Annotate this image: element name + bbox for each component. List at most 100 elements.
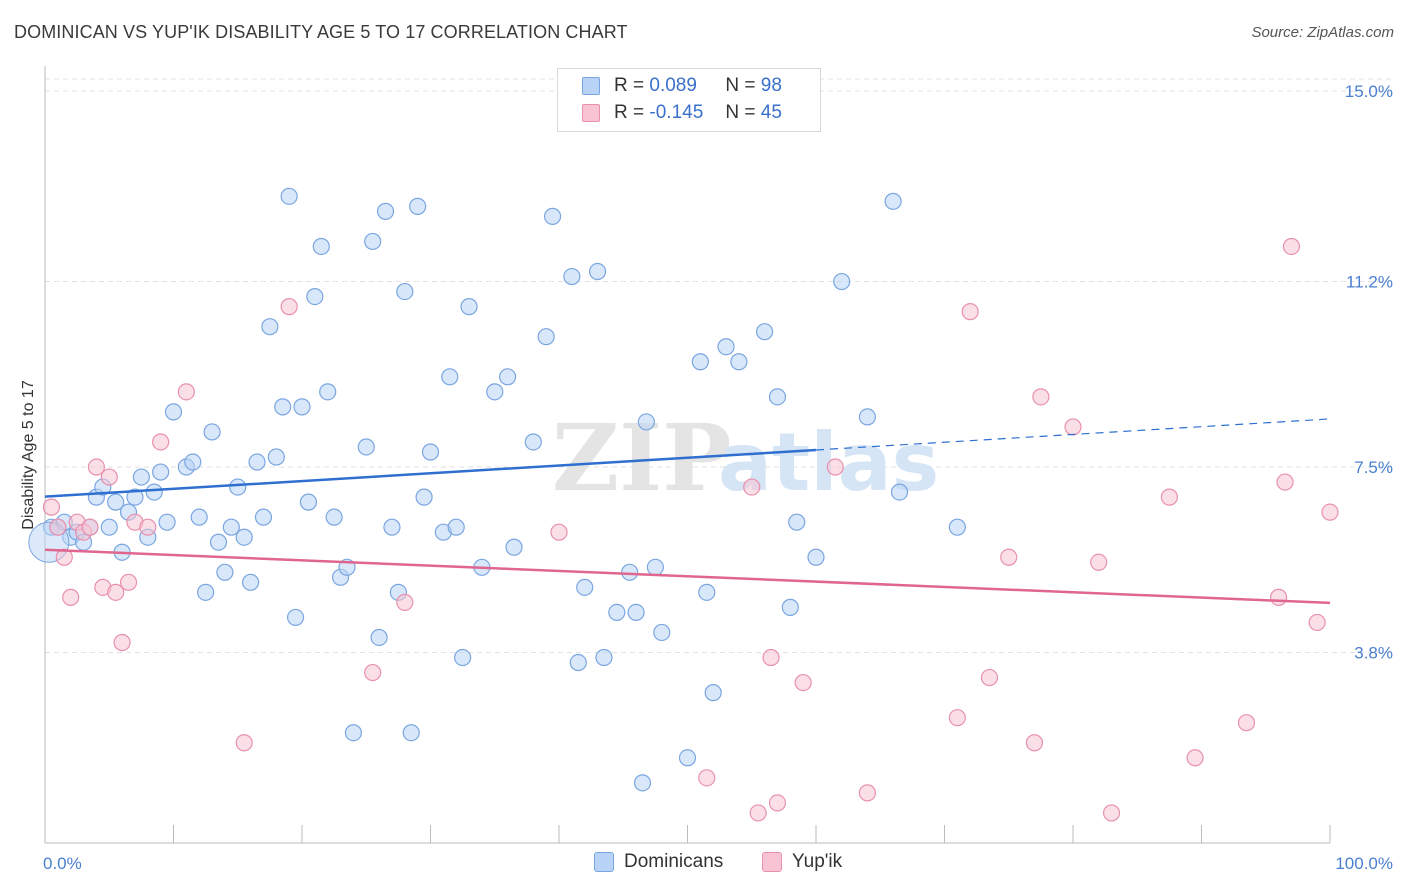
yupik-point [550,523,568,541]
yupik-point [980,668,999,687]
yupik-point [87,458,106,476]
dominicans-point [421,443,440,461]
yupik-point [749,804,767,822]
dominicans-point [588,262,607,281]
dominicans-point [190,508,208,526]
dominicans-point [229,478,247,496]
yupik-point [1000,548,1018,566]
dominicans-point [280,187,298,205]
dominicans-point [197,583,215,601]
source-label: Source: ZipAtlas.com [1251,24,1394,41]
dominicans-point [788,513,806,531]
legend-label-yupik: Yup'ik [792,851,843,872]
dominicans-point [595,648,613,667]
dominicans-point [563,267,581,286]
yupik-point [139,518,157,536]
dominicans-point [755,323,774,341]
yupik-point [1282,237,1301,256]
dominicans-point [274,398,292,416]
dominicans-point [460,298,478,316]
dominicans-point [768,388,787,406]
yupik-point [1308,613,1326,632]
legend-r-value: 0.089 [649,75,697,96]
dominicans-point [158,513,176,531]
dominicans-point [235,528,253,546]
dominicans-point [376,202,395,220]
dominicans-point [637,413,655,431]
dominicans-point [890,483,909,501]
dominicans-point [698,583,716,601]
dominicans-point [653,623,671,642]
dominicans-point [454,648,472,667]
yupik-point [396,593,414,611]
yupik-point [280,298,298,316]
dominicans-point [242,573,260,591]
yupik-point [698,769,716,787]
dominicans-point [402,724,420,742]
dominicans-point [441,368,459,386]
dominicans-point [633,774,652,792]
dominicans-trend-line [44,448,817,498]
legend-r-label: R = [614,102,645,123]
yupik-point [107,583,125,601]
legend-n-label: N = [725,75,756,96]
dominicans-point [203,423,221,441]
dominicans-point [254,508,273,526]
dominicans-point [100,518,118,536]
dominicans-point [344,724,362,742]
dominicans-point [646,558,664,576]
dominicans-point [126,488,144,506]
dominicans-point [319,383,337,401]
yupik-point [1321,503,1339,521]
dominicans-point [184,453,202,471]
dominicans-point [267,448,285,466]
dominicans-point [576,578,594,596]
trend-lines [44,418,1331,605]
legend-item-dominicans: Dominicans [594,851,723,873]
legend-label-dominicans: Dominicans [624,851,724,872]
dominicans-point [145,483,163,501]
x-tick-label: 100.0% [1335,854,1393,873]
yupik-point [81,518,99,536]
dominicans-point [627,603,645,622]
dominicans-point [678,749,697,767]
dominicans-point [299,493,318,511]
y-tick-label: 15.0% [1345,82,1393,101]
y-tick-label: 3.8% [1354,644,1393,663]
yupik-point [858,784,877,802]
yupik-point [49,518,67,536]
dominicans-point [216,563,234,581]
dominicans-point [370,628,388,647]
dominicans-point [107,493,125,511]
yupik-point [1186,749,1204,767]
dominicans-point [409,197,427,215]
dominicans-point [293,398,311,416]
dominicans-point [248,453,266,471]
yupik-point [235,734,253,752]
stats-legend: R = 0.089 N = 98 R = -0.145 N = 45 [557,68,821,132]
yupik-point [826,458,844,476]
dominicans-point [505,538,523,556]
yupik-point [1269,588,1288,606]
dominicans-point [537,328,555,346]
legend-r-value: -0.145 [649,102,704,123]
yupik-trend-line [44,548,1331,605]
dominicans-point [807,548,825,566]
axes [44,66,1331,844]
y-tick-label: 7.5% [1354,458,1393,477]
chart-title: DOMINICAN VS YUP'IK DISABILITY AGE 5 TO … [14,22,628,42]
yupik-swatch [582,104,600,122]
dominicans-swatch [582,77,600,95]
dominicans-point [499,368,517,386]
dominicans-point [524,433,542,451]
yupik-point [1102,804,1121,822]
yupik-point [1237,714,1256,732]
legend-n-label: N = [725,102,756,123]
yupik-point [1090,553,1108,571]
yupik-point [119,573,138,591]
yupik-point [743,478,761,496]
yupik-point [42,498,61,516]
dominicans-point [164,403,183,421]
grid-lines [45,78,1395,654]
dominicans-point [286,608,305,627]
